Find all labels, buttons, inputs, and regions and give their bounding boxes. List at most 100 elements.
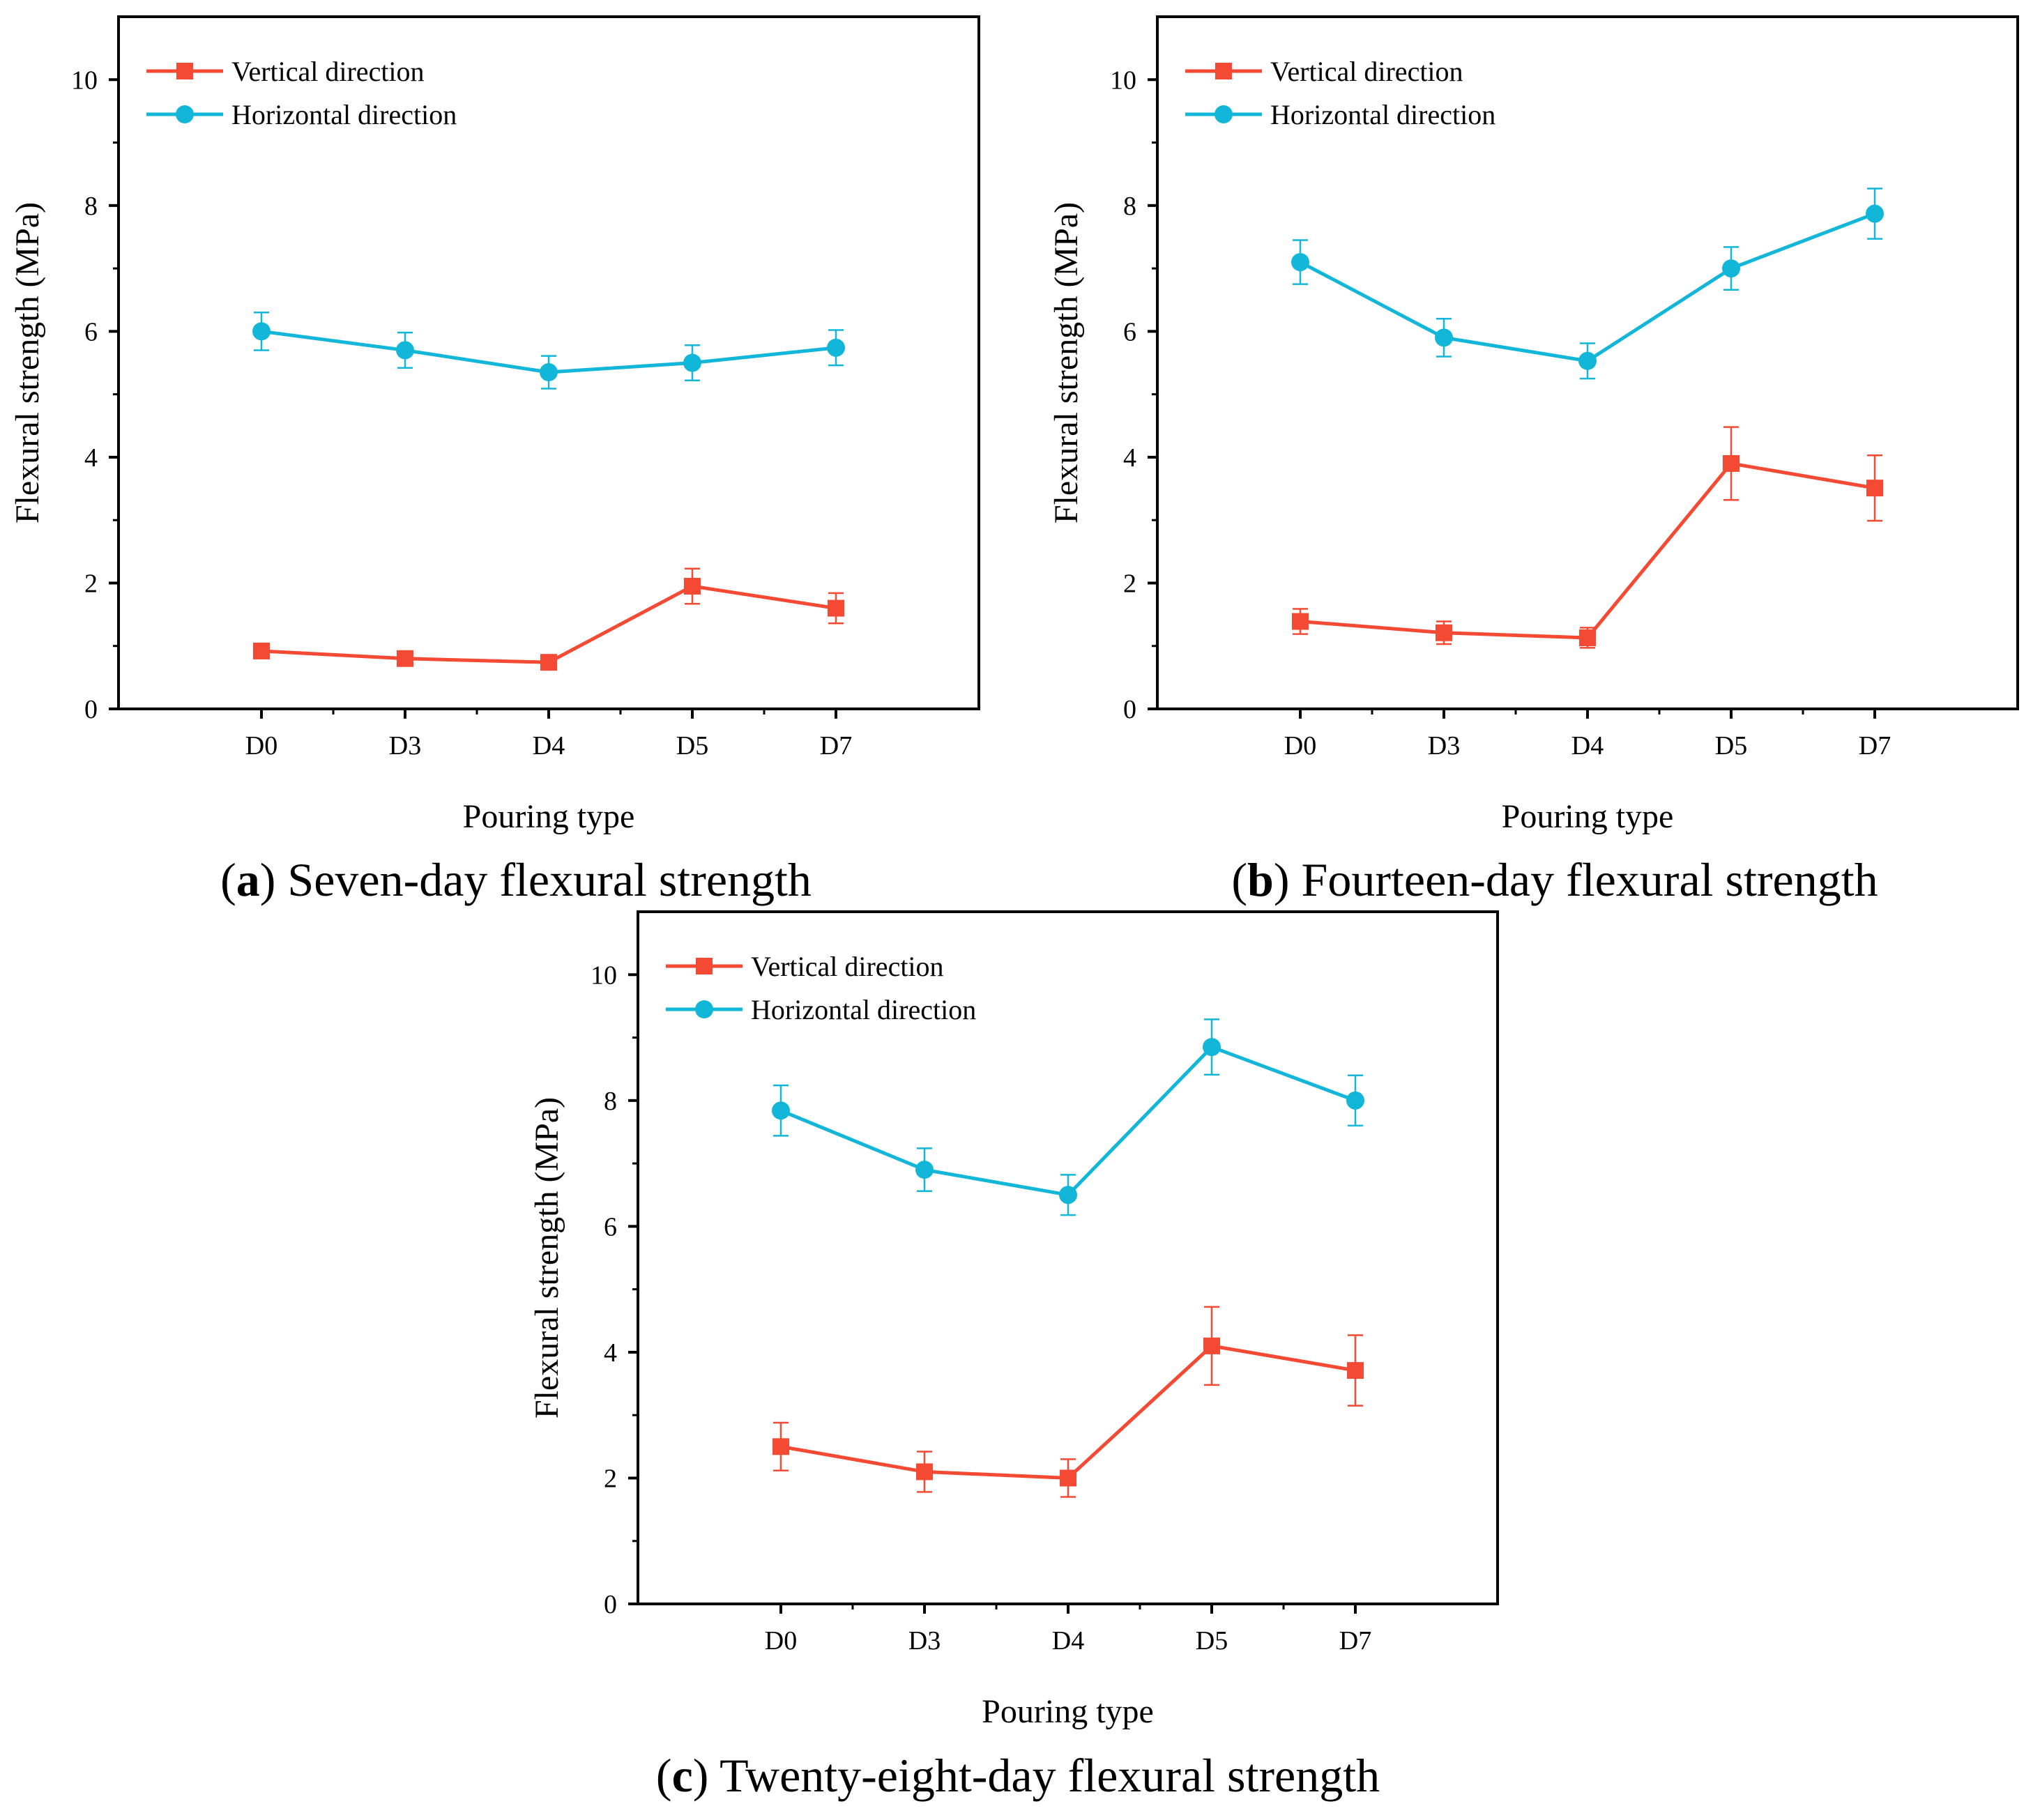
- data-point-square: [828, 599, 844, 617]
- y-tick-label: 10: [591, 961, 617, 990]
- data-point-circle: [1059, 1186, 1077, 1205]
- x-tick-label: D7: [1339, 1626, 1371, 1655]
- data-point-square: [1347, 1362, 1364, 1379]
- chart-panel-b: 0 2 4 6 8 10 D0 D3 D4 D5 D7 Pouring type Flexural st…: [1048, 15, 2019, 906]
- x-tick-label: D0: [245, 731, 277, 760]
- data-point-square: [1866, 480, 1883, 497]
- caption-text: Twenty-eight-day flexural strength: [720, 1749, 1380, 1802]
- panel-caption: (a) Seven-day flexural strength: [220, 853, 812, 906]
- data-point-circle: [915, 1161, 934, 1179]
- y-tick-label: 2: [1123, 569, 1136, 598]
- x-tick-label: D7: [1859, 731, 1891, 760]
- data-point-circle: [252, 322, 271, 341]
- data-point-circle: [1291, 253, 1309, 272]
- legend-marker-square: [176, 63, 193, 79]
- y-tick-label: 10: [1110, 66, 1136, 95]
- caption-letter: a: [236, 853, 260, 906]
- y-tick-label: 6: [604, 1212, 617, 1241]
- series-vertical: [1292, 426, 1883, 649]
- data-point-square: [684, 577, 701, 595]
- y-tick-label: 6: [1123, 317, 1136, 346]
- caption-paren-close: ): [1274, 853, 1302, 906]
- y-tick-label: 8: [604, 1087, 617, 1116]
- chart-panel-c: 0 2 4 6 8 10 D0 D3 D4 D5 D7 Pouring type Flexural st…: [528, 910, 1499, 1802]
- legend-label: Horizontal direction: [751, 994, 976, 1025]
- x-tick-label: D3: [908, 1626, 941, 1655]
- data-point-circle: [772, 1101, 790, 1120]
- data-point-circle: [1346, 1091, 1364, 1110]
- x-axis-title: Pouring type: [463, 798, 635, 835]
- x-tick-label: D4: [1571, 731, 1604, 760]
- y-axis-title: Flexural strength (MPa): [9, 202, 46, 523]
- caption-text: Fourteen-day flexural strength: [1302, 853, 1878, 906]
- data-point-circle: [683, 353, 701, 372]
- y-tick-label: 8: [84, 192, 98, 221]
- legend-marker-circle: [695, 1000, 713, 1018]
- caption-paren-open: (: [220, 853, 236, 906]
- series-horizontal: [1291, 188, 1884, 380]
- data-point-square: [916, 1463, 933, 1481]
- x-tick-label: D4: [533, 731, 565, 760]
- caption-paren-close: ): [693, 1749, 720, 1802]
- series-vertical: [772, 1306, 1364, 1498]
- series-vertical: [253, 567, 844, 671]
- x-tick-label: D5: [676, 731, 708, 760]
- y-tick-label: 0: [604, 1590, 617, 1619]
- legend-marker-circle: [176, 105, 194, 123]
- caption-paren-open: (: [656, 1749, 672, 1802]
- legend-label: Horizontal direction: [231, 99, 457, 130]
- y-tick-label: 2: [84, 569, 98, 598]
- x-tick-label: D5: [1715, 731, 1747, 760]
- y-tick-label: 8: [1123, 192, 1136, 221]
- y-tick-label: 2: [604, 1464, 617, 1493]
- data-point-circle: [1866, 204, 1884, 223]
- legend-label: Vertical direction: [231, 56, 425, 87]
- data-point-circle: [1435, 328, 1453, 347]
- legend-label: Vertical direction: [1270, 56, 1463, 87]
- data-point-circle: [1203, 1038, 1221, 1057]
- series-horizontal: [772, 1018, 1364, 1216]
- y-tick-label: 10: [71, 66, 98, 95]
- data-point-circle: [1578, 351, 1597, 370]
- data-point-square: [1060, 1469, 1076, 1487]
- x-axis-title: Pouring type: [1502, 798, 1674, 835]
- data-point-circle: [827, 338, 845, 357]
- data-point-square: [540, 654, 557, 671]
- y-tick-label: 4: [84, 443, 98, 473]
- x-tick-label: D3: [389, 731, 421, 760]
- x-tick-label: D7: [820, 731, 852, 760]
- caption-letter: c: [672, 1749, 693, 1802]
- legend-marker-square: [1215, 63, 1232, 79]
- y-tick-label: 6: [84, 317, 98, 346]
- y-axis-title: Flexural strength (MPa): [528, 1097, 565, 1418]
- data-point-square: [253, 642, 270, 659]
- legend-label: Horizontal direction: [1270, 99, 1495, 130]
- y-axis-title: Flexural strength (MPa): [1048, 202, 1085, 523]
- data-point-square: [1723, 454, 1740, 472]
- legend-label: Vertical direction: [751, 951, 944, 982]
- data-point-circle: [1722, 259, 1740, 278]
- data-point-square: [1292, 613, 1309, 630]
- y-tick-label: 0: [84, 695, 98, 724]
- data-point-square: [772, 1438, 789, 1455]
- x-tick-label: D0: [765, 1626, 797, 1655]
- x-tick-label: D5: [1196, 1626, 1228, 1655]
- x-tick-label: D0: [1284, 731, 1316, 760]
- panel-caption: (b) Fourteen-day flexural strength: [1231, 853, 1878, 906]
- legend-marker-square: [696, 958, 713, 974]
- x-axis-title: Pouring type: [982, 1693, 1154, 1730]
- x-tick-label: D4: [1052, 1626, 1084, 1655]
- panel-caption: (c) Twenty-eight-day flexural strength: [656, 1749, 1380, 1802]
- data-point-circle: [540, 363, 558, 382]
- y-tick-label: 0: [1123, 695, 1136, 724]
- data-point-circle: [396, 341, 414, 360]
- chart-panel-a: 0 2 4 6 8 10 D0 D3 D4 D5 D7 Pouring type Flexural st…: [9, 15, 980, 906]
- data-point-square: [1436, 624, 1452, 641]
- series-horizontal: [252, 312, 845, 390]
- data-point-square: [1579, 629, 1596, 646]
- x-tick-label: D3: [1428, 731, 1460, 760]
- y-tick-label: 4: [604, 1338, 617, 1368]
- y-tick-label: 4: [1123, 443, 1136, 473]
